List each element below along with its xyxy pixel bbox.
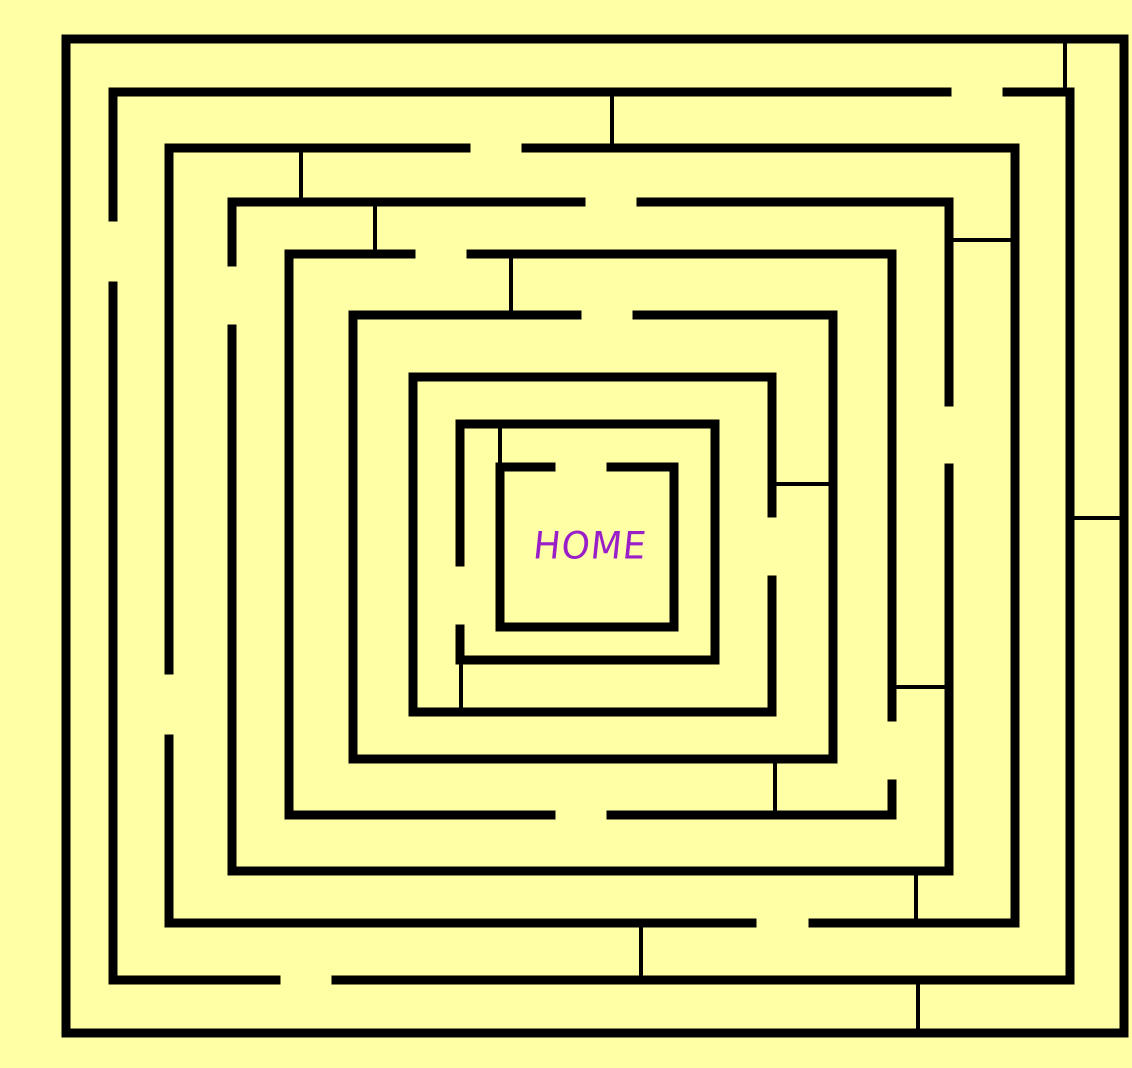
home-label: HOME [531,524,649,569]
